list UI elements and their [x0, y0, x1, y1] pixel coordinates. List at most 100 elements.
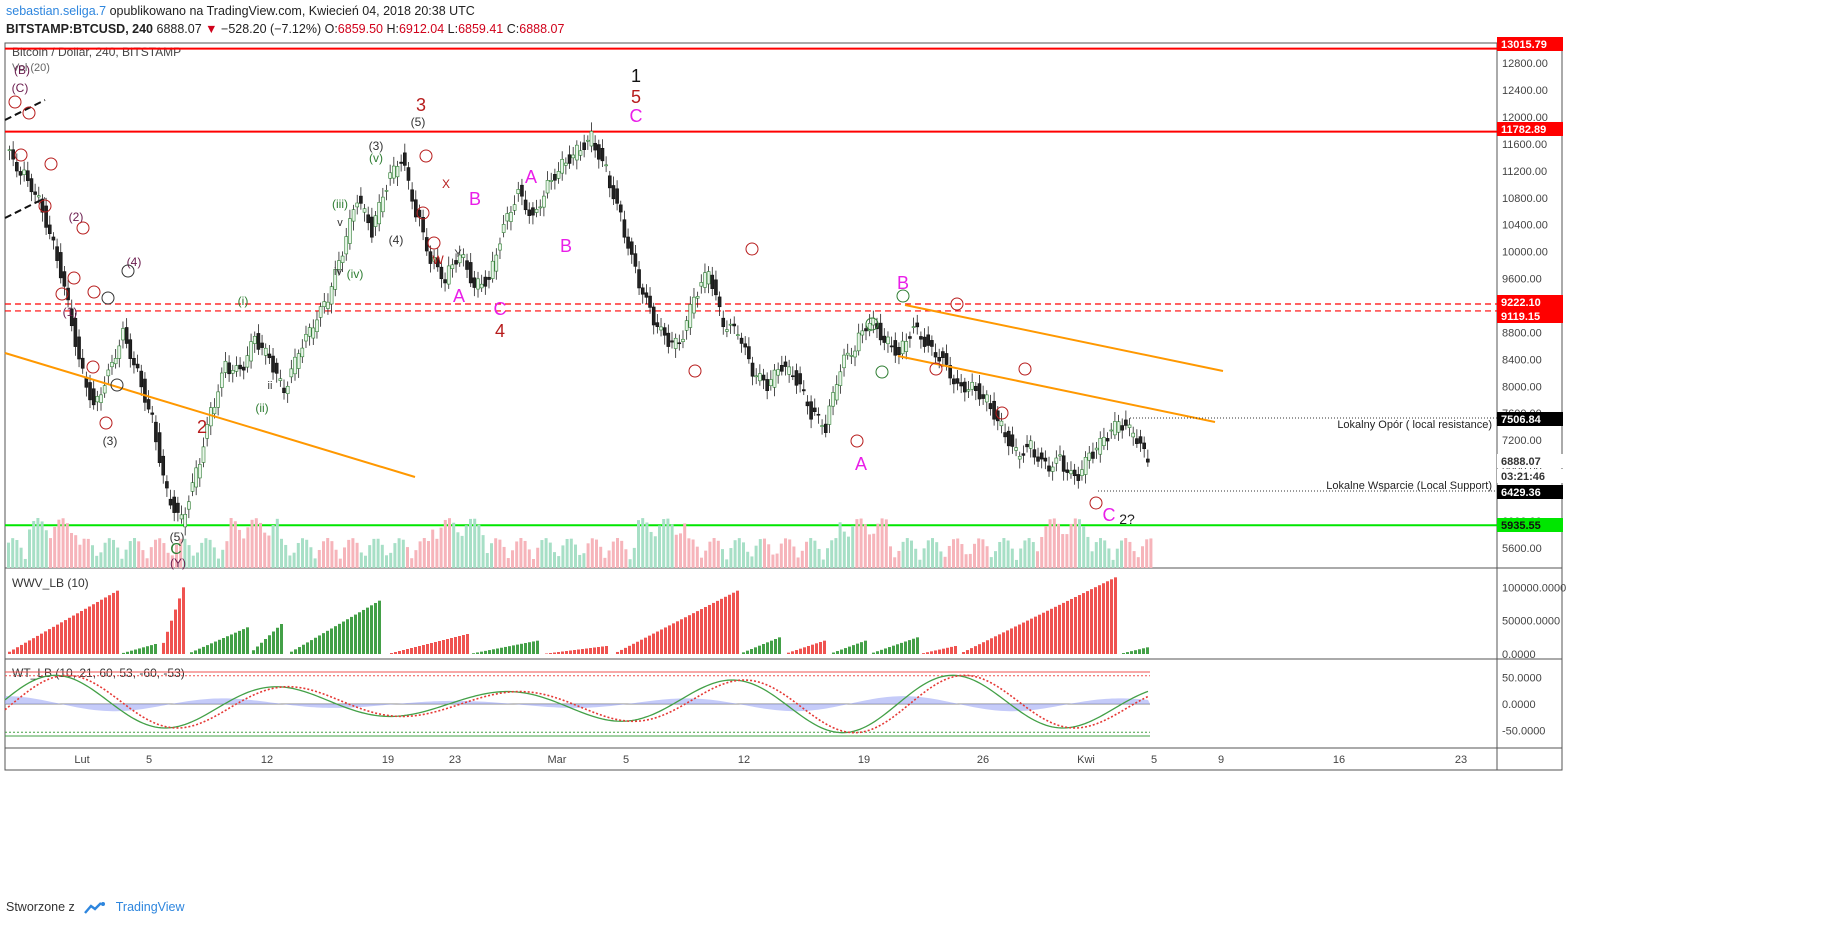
wave-marker-icon	[950, 297, 964, 311]
volume-bar	[733, 540, 737, 568]
wwv-bar	[126, 651, 129, 654]
wwv-bar	[1142, 648, 1145, 654]
volume-bar	[947, 545, 951, 568]
volume-bar	[158, 538, 162, 568]
wwv-bar	[640, 639, 643, 654]
volume-bar	[553, 552, 556, 568]
candle-body	[662, 327, 667, 336]
volume-bar	[998, 541, 1002, 568]
volume-bar	[918, 559, 922, 568]
volume-bar	[1132, 551, 1136, 568]
wwv-bar	[791, 651, 794, 654]
candle-body	[651, 306, 656, 326]
candle-body	[179, 514, 184, 520]
candle-body	[439, 266, 444, 280]
volume-bar	[1136, 557, 1140, 568]
volume-bar	[502, 546, 506, 568]
volume-bar	[893, 557, 897, 568]
volume-bar	[330, 541, 334, 568]
wave-marker-icon	[745, 242, 759, 256]
wwv-bar	[484, 650, 487, 654]
wave-marker-icon	[121, 264, 135, 278]
volume-bar	[935, 542, 939, 568]
wwv-bar	[480, 651, 483, 654]
wave-marker-icon	[101, 291, 115, 305]
wwv-bar	[652, 633, 655, 654]
wwv-bar	[362, 609, 365, 654]
wwv-bar	[636, 641, 639, 654]
wwv-bar	[1062, 602, 1065, 654]
wwv-bar	[1010, 628, 1013, 654]
tradingview-link[interactable]: TradingView	[115, 900, 185, 914]
candle-body	[333, 268, 338, 290]
candle-body	[15, 162, 19, 172]
candle-body	[300, 347, 305, 358]
volume-bar	[217, 558, 220, 568]
price-label-bg	[1497, 412, 1563, 426]
wwv-bar	[252, 650, 255, 654]
wwv-bar	[1006, 630, 1009, 654]
volume-bar	[620, 540, 624, 568]
candle-body	[871, 317, 876, 326]
wave-label: (5)	[411, 115, 426, 129]
wwv-bar	[758, 645, 761, 654]
candle-body	[988, 403, 993, 410]
volume-bar	[754, 545, 758, 568]
candle-body	[769, 379, 773, 387]
wwv-bar	[684, 617, 687, 654]
volume-bar	[708, 541, 712, 568]
volume-bar	[376, 538, 380, 568]
volume-bar	[519, 538, 523, 568]
wwv-bar	[394, 652, 397, 654]
volume-bar	[309, 547, 313, 568]
candle-body	[216, 391, 220, 408]
x-tick-label: 12	[261, 754, 273, 766]
wave-marker-icon	[1089, 496, 1103, 510]
volume-bar	[364, 555, 367, 568]
wave-marker-icon	[1018, 362, 1032, 376]
volume-bar	[855, 519, 859, 568]
wave-marker-icon	[110, 378, 124, 392]
volume-bar	[922, 548, 926, 568]
candle-body	[36, 195, 41, 198]
trendline	[4, 352, 416, 478]
volume-bar	[74, 535, 78, 568]
wwv-bar	[692, 613, 695, 654]
candle-body	[648, 295, 652, 308]
wwv-bar	[974, 646, 977, 654]
candle-body	[893, 340, 898, 356]
wave-label: (1)	[63, 305, 78, 319]
candle-body	[198, 464, 202, 479]
volume-bar	[968, 553, 972, 568]
wwv-bar	[632, 643, 635, 654]
wwv-bar	[1130, 651, 1133, 654]
author-link[interactable]: sebastian.seliga.7	[6, 4, 107, 18]
candle-body	[212, 407, 217, 415]
x-tick-label: 23	[1455, 754, 1467, 766]
candle-body	[673, 337, 678, 349]
wwv-bar	[799, 648, 802, 654]
chart-canvas[interactable]: Bitcoin / Dollar, 240, BITSTAMP Vol (20) 1…	[0, 0, 1822, 900]
x-tick-label: Kwi	[1077, 754, 1095, 766]
wwv-bar	[104, 597, 107, 654]
open-label: O:	[324, 22, 338, 36]
volume-bar	[284, 544, 288, 568]
candle-body	[359, 195, 363, 204]
candle-body	[384, 190, 389, 192]
volume-bar	[1120, 540, 1123, 568]
volume-bar	[1023, 540, 1027, 568]
volume-bar	[61, 518, 65, 568]
x-tick-label: Lut	[74, 754, 89, 766]
volume-bar	[288, 555, 292, 568]
wwv-bar	[446, 639, 449, 654]
volume-bar	[532, 559, 535, 568]
volume-bar	[410, 558, 414, 568]
wwv-bar	[48, 629, 51, 654]
volume-bar	[49, 538, 52, 568]
wave-label: 4	[495, 321, 505, 341]
volume-bar	[162, 543, 166, 568]
volume-bar	[771, 554, 775, 568]
candle-body	[736, 334, 740, 337]
wwv-bar	[1034, 616, 1037, 654]
volume-bar	[65, 523, 69, 568]
